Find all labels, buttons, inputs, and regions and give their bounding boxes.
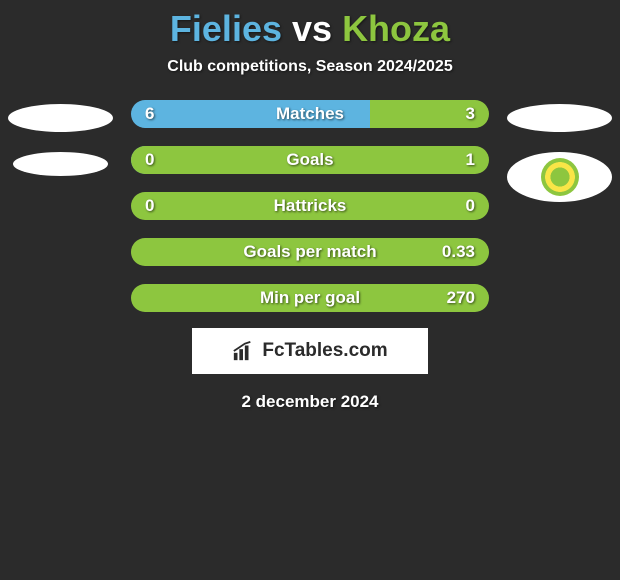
footer: FcTables.com 2 december 2024 [192,328,427,412]
stat-right-value: 1 [466,150,475,170]
sundowns-badge-icon [541,158,579,196]
stat-right-value: 0 [466,196,475,216]
right-column [507,100,612,202]
stat-right-value: 0.33 [442,242,475,262]
club-left-logo-placeholder [13,152,108,176]
player-left-name: Fielies [170,8,282,49]
stat-label: Goals [286,150,333,170]
stat-bar-hattricks: 0 Hattricks 0 [131,192,489,220]
player-right-name: Khoza [342,8,450,49]
stats-column: 6 Matches 3 0 Goals 1 0 Hattricks 0 Goal… [131,100,489,312]
stat-left-value: 0 [145,196,154,216]
stat-bar-min-per-goal: Min per goal 270 [131,284,489,312]
stat-right-value: 270 [447,288,475,308]
stat-left-value: 6 [145,104,154,124]
stat-bar-matches: 6 Matches 3 [131,100,489,128]
stat-label: Goals per match [243,242,376,262]
content-area: 6 Matches 3 0 Goals 1 0 Hattricks 0 Goal… [0,100,620,312]
stat-right-value: 3 [466,104,475,124]
subtitle: Club competitions, Season 2024/2025 [167,58,452,76]
stat-bar-goals: 0 Goals 1 [131,146,489,174]
left-column [8,100,113,176]
brand-name: FcTables.com [262,340,387,362]
stat-label: Hattricks [274,196,347,216]
stat-bar-goals-per-match: Goals per match 0.33 [131,238,489,266]
date-label: 2 december 2024 [241,392,378,412]
stat-label: Min per goal [260,288,360,308]
brand-box[interactable]: FcTables.com [192,328,427,374]
stat-label: Matches [276,104,344,124]
stat-left-value: 0 [145,150,154,170]
player-right-photo-placeholder [507,104,612,132]
player-left-photo-placeholder [8,104,113,132]
brand-chart-icon [232,340,254,362]
club-right-logo [507,152,612,202]
comparison-title: Fielies vs Khoza [170,8,450,50]
vs-text: vs [292,8,332,49]
